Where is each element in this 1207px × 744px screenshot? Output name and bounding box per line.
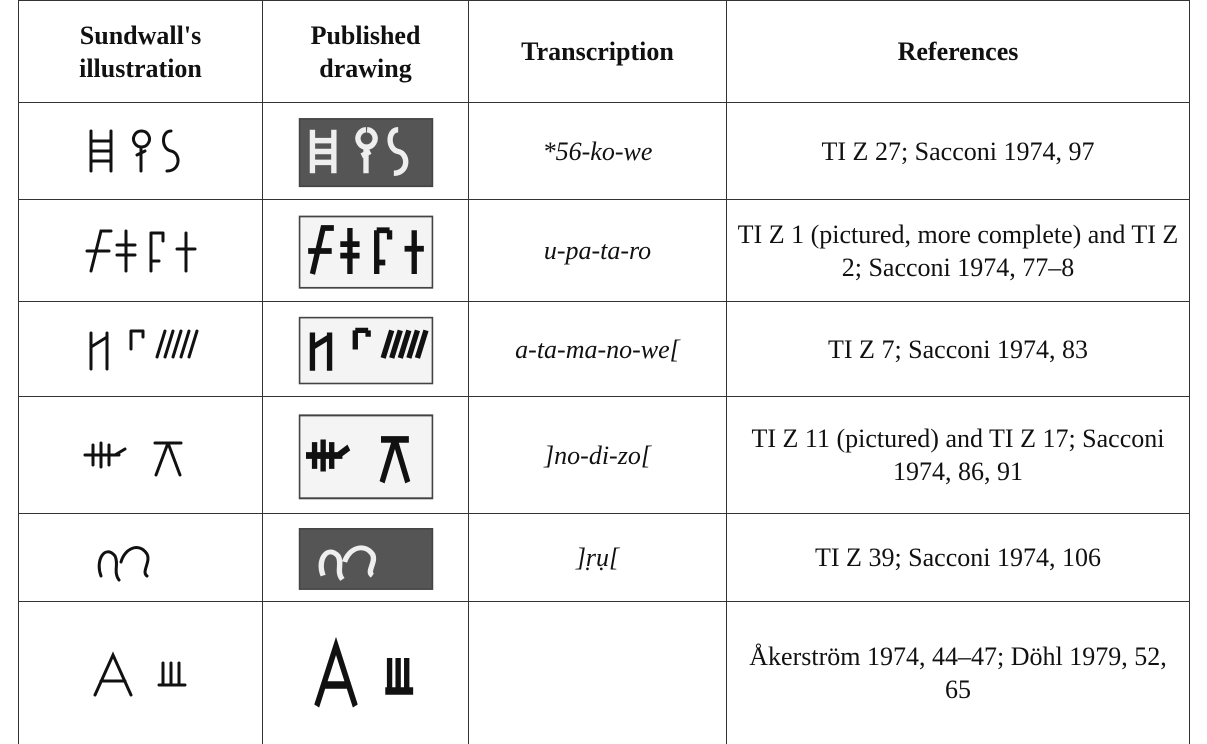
header-cell: Published drawing xyxy=(262,0,469,103)
transcription-cell: *56-ko-we xyxy=(468,102,727,200)
glyph-strokes xyxy=(97,545,149,581)
published-drawing xyxy=(298,527,433,590)
references: TI Z 27; Sacconi 1974, 97 xyxy=(821,136,1095,166)
sundwall-glyphs xyxy=(93,651,186,697)
header-cell: Transcription xyxy=(468,0,727,103)
inscription-table: Sundwall's illustration Published drawin… xyxy=(18,0,1190,744)
transcription: a-ta-ma-no-we[ xyxy=(515,334,680,364)
drawing-cell xyxy=(262,601,469,744)
published-drawing xyxy=(313,636,413,708)
references: TI Z 39; Sacconi 1974, 106 xyxy=(815,543,1101,572)
drawing-strokes xyxy=(309,327,429,371)
transcription-cell: a-ta-ma-no-we[ xyxy=(468,301,727,397)
illustration-cell xyxy=(18,102,263,200)
fragment xyxy=(298,527,433,590)
table-body: *56-ko-we TI Z 27; Sacconi 1974, 97 u-pa-t… xyxy=(18,102,1190,744)
references-cell: TI Z 1 (pictured, more complete) and TI … xyxy=(726,199,1190,302)
table-row: Åkerström 1974, 44–47; Döhl 1979, 52, 65 xyxy=(18,601,1190,744)
table-row: ]ṛụ[ TI Z 39; Sacconi 1974, 106 xyxy=(18,513,1190,602)
glyph-strokes xyxy=(89,329,198,371)
drawing-strokes xyxy=(307,224,424,275)
drawing-strokes xyxy=(305,435,410,483)
illustration-cell xyxy=(18,301,263,397)
sundwall-glyphs xyxy=(89,329,198,371)
table-row: a-ta-ma-no-we[ TI Z 7; Sacconi 1974, 83 xyxy=(18,301,1190,397)
drawing-cell xyxy=(262,396,469,514)
references: TI Z 7; Sacconi 1974, 83 xyxy=(828,334,1088,364)
sundwall-glyphs xyxy=(85,229,196,272)
drawing-strokes xyxy=(309,126,408,176)
published-drawing xyxy=(298,413,433,499)
published-drawing xyxy=(298,215,433,289)
drawing-strokes xyxy=(313,636,413,708)
transcription: ]ṛụ[ xyxy=(575,543,620,572)
header-cell: Sundwall's illustration xyxy=(18,0,263,103)
glyph-strokes xyxy=(85,229,196,272)
transcription-cell: u-pa-ta-ro xyxy=(468,199,727,302)
transcription-cell xyxy=(468,601,727,744)
glyph-strokes xyxy=(93,651,186,697)
published-drawing xyxy=(298,117,433,187)
table-row: *56-ko-we TI Z 27; Sacconi 1974, 97 xyxy=(18,102,1190,200)
drawing-strokes xyxy=(318,544,376,581)
illustration-cell xyxy=(18,513,263,602)
illustration-cell xyxy=(18,396,263,514)
glyph-strokes xyxy=(89,129,179,173)
glyph-strokes xyxy=(83,441,182,477)
references: TI Z 1 (pictured, more complete) and TI … xyxy=(737,219,1179,282)
drawing-cell xyxy=(262,301,469,397)
drawing-cell xyxy=(262,199,469,302)
references-cell: Åkerström 1974, 44–47; Döhl 1979, 52, 65 xyxy=(726,601,1190,744)
illustration-cell xyxy=(18,199,263,302)
table-row: u-pa-ta-ro TI Z 1 (pictured, more complet… xyxy=(18,199,1190,302)
transcription: u-pa-ta-ro xyxy=(543,236,652,265)
references: Åkerström 1974, 44–47; Döhl 1979, 52, 65 xyxy=(749,641,1167,704)
transcription: *56-ko-we xyxy=(542,136,653,166)
drawing-cell xyxy=(262,102,469,200)
sundwall-glyphs xyxy=(97,545,149,581)
drawing-cell xyxy=(262,513,469,602)
references-cell: TI Z 27; Sacconi 1974, 97 xyxy=(726,102,1190,200)
transcription-cell: ]no-di-zo[ xyxy=(468,396,727,514)
header-cell: References xyxy=(726,0,1190,103)
table-row: ]no-di-zo[ TI Z 11 (pictured) and TI Z 17… xyxy=(18,396,1190,514)
header-row: Sundwall's illustration Published drawin… xyxy=(18,0,1190,103)
references-cell: TI Z 39; Sacconi 1974, 106 xyxy=(726,513,1190,602)
transcription-cell: ]ṛụ[ xyxy=(468,513,727,602)
published-drawing xyxy=(298,316,433,384)
illustration-cell xyxy=(18,601,263,744)
references: TI Z 11 (pictured) and TI Z 17; Sacconi … xyxy=(751,424,1165,486)
references-cell: TI Z 7; Sacconi 1974, 83 xyxy=(726,301,1190,397)
transcription: ]no-di-zo[ xyxy=(544,440,651,470)
sundwall-glyphs xyxy=(89,129,179,173)
references-cell: TI Z 11 (pictured) and TI Z 17; Sacconi … xyxy=(726,396,1190,514)
sundwall-glyphs xyxy=(83,441,182,477)
